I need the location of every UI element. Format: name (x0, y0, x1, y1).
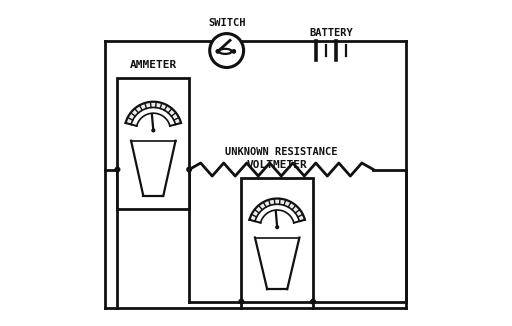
Bar (117, 78, 189, 209)
Text: SWITCH: SWITCH (208, 18, 245, 28)
Polygon shape (249, 199, 305, 221)
Circle shape (210, 34, 244, 67)
Text: AMMETER: AMMETER (130, 60, 177, 70)
Circle shape (115, 167, 120, 172)
Text: VOLTMETER: VOLTMETER (247, 159, 308, 170)
Circle shape (276, 226, 279, 229)
Ellipse shape (219, 49, 231, 54)
Text: UNKNOWN RESISTANCE: UNKNOWN RESISTANCE (225, 147, 337, 157)
Circle shape (216, 50, 220, 53)
Circle shape (187, 167, 191, 172)
Circle shape (239, 299, 244, 304)
Circle shape (152, 129, 155, 132)
Bar (241, 178, 313, 302)
Circle shape (311, 299, 315, 304)
Circle shape (232, 50, 236, 53)
Polygon shape (125, 102, 181, 125)
Text: BATTERY: BATTERY (309, 28, 353, 38)
